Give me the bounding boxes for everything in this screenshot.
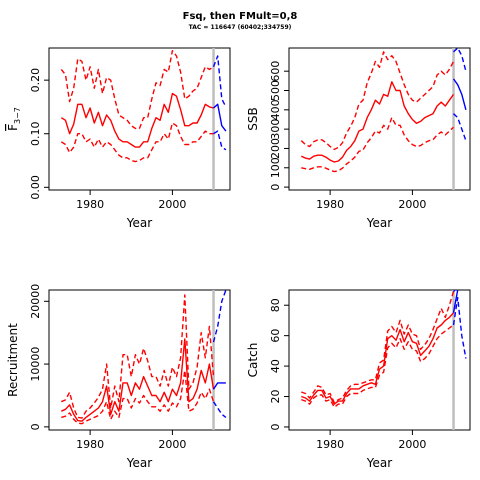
recruitment-y-tick-label-1: 10000 (29, 347, 42, 382)
catch-series-projection-solid-3 (452, 290, 459, 313)
ssb-x-axis-label: Year (366, 216, 392, 230)
catch-y-tick-label-1: 20 (269, 390, 282, 404)
recruitment-series-history-dashed-2 (61, 369, 215, 425)
fbar-y-axis-label-main: F (6, 124, 20, 131)
fbar-y-tick-label-2: 0.20 (29, 68, 42, 93)
fbar-series-group (60, 50, 227, 163)
recruitment-x-axis-label: Year (126, 456, 152, 470)
recruitment-series-projection-dashed-5 (212, 401, 227, 418)
ssb-plot-frame (288, 47, 471, 191)
fbar-plot-frame (48, 47, 231, 191)
ssb-y-tick-label-0: 0 (269, 184, 282, 191)
catch-y-tick-label-0: 0 (269, 423, 282, 430)
catch-x-tick-label-0: 1980 (316, 438, 344, 451)
catch-series-history-solid-0 (301, 312, 455, 405)
fbar-x-tick-label-0: 1980 (76, 198, 104, 211)
recruitment-x-tick-label-0: 1980 (76, 438, 104, 451)
panel-catch: 1980 2000 0 20 40 60 80 Year Catch (246, 289, 471, 470)
recruitment-series-projection-dashed-4 (212, 290, 227, 343)
ssb-y-axis-label: SSB (246, 107, 260, 130)
recruitment-series-projection-solid-3 (212, 382, 226, 390)
ssb-x-tick-label-0: 1980 (316, 198, 344, 211)
fbar-x-tick-label-1: 2000 (158, 198, 186, 211)
catch-y-axis-label-main: Catch (246, 343, 260, 378)
ssb-y-tick-label-6: 600 (269, 61, 282, 82)
recruitment-series-group (61, 290, 227, 425)
catch-plot-frame (288, 289, 471, 431)
fbar-series-history-dashed-2 (60, 122, 214, 163)
catch-y-tick-label-4: 80 (269, 298, 282, 312)
catch-x-tick-label-1: 2000 (398, 438, 426, 451)
catch-y-axis-label: Catch (246, 343, 260, 378)
fbar-series-history-solid-0 (60, 92, 214, 148)
recruitment-y-tick-label-0: 0 (29, 423, 42, 430)
catch-series-history-dashed-1 (301, 291, 455, 404)
recruitment-x-tick-label-1: 2000 (158, 438, 186, 451)
fbar-y-axis-label-subscript: 3−7 (13, 107, 22, 124)
catch-y-tick-label-3: 60 (269, 329, 282, 343)
fbar-series-projection-dashed-5 (213, 130, 227, 151)
recruitment-plot-frame (48, 289, 231, 431)
fbar-y-tick-label-1: 0.10 (29, 121, 42, 146)
figure-title: Fsq, then FMult=0,8 (182, 11, 298, 22)
ssb-x-tick-label-1: 2000 (398, 198, 426, 211)
fbar-series-projection-solid-3 (213, 103, 227, 132)
fbar-y-tick-label-0: 0.00 (29, 175, 42, 200)
catch-series-projection-dashed-4 (452, 290, 456, 292)
figure-subtitle: TAC = 116647 (60402;334759) (188, 24, 292, 31)
ssb-series-history-dashed-2 (301, 116, 454, 173)
ssb-y-tick-label-2: 200 (269, 138, 282, 159)
fbar-series-projection-dashed-4 (212, 55, 227, 108)
catch-series-history-dashed-2 (301, 324, 454, 408)
ssb-series-group (300, 48, 467, 173)
ssb-series-projection-dashed-4 (453, 48, 467, 72)
ssb-y-tick-label-5: 500 (269, 80, 282, 101)
recruitment-series-history-solid-0 (61, 338, 215, 422)
recruitment-series-history-dashed-1 (61, 294, 215, 419)
ssb-series-history-solid-0 (301, 81, 455, 163)
ssb-y-axis-label-main: SSB (246, 107, 260, 130)
catch-x-axis-label: Year (366, 456, 392, 470)
catch-y-tick-label-2: 40 (269, 359, 282, 373)
ssb-y-tick-label-3: 300 (269, 119, 282, 140)
recruitment-y-tick-label-2: 20000 (29, 284, 42, 319)
catch-series-projection-dashed-5 (452, 296, 467, 359)
catch-series-group (301, 290, 467, 408)
recruitment-y-axis-label-main: Recruitment (6, 323, 20, 397)
fbar-series-history-dashed-1 (60, 50, 214, 130)
ssb-series-projection-solid-3 (452, 78, 467, 110)
ssb-series-history-dashed-1 (300, 51, 455, 151)
panel-fbar: 1980 2000 0.00 0.10 0.20 Year F3−7 (6, 47, 231, 230)
fbar-y-axis-label: F3−7 (6, 107, 22, 131)
ssb-y-tick-label-1: 100 (269, 157, 282, 178)
recruitment-y-axis-label: Recruitment (6, 323, 20, 397)
ssb-y-tick-label-4: 400 (269, 99, 282, 120)
ssb-series-projection-dashed-5 (453, 113, 467, 141)
fbar-x-axis-label: Year (126, 216, 152, 230)
